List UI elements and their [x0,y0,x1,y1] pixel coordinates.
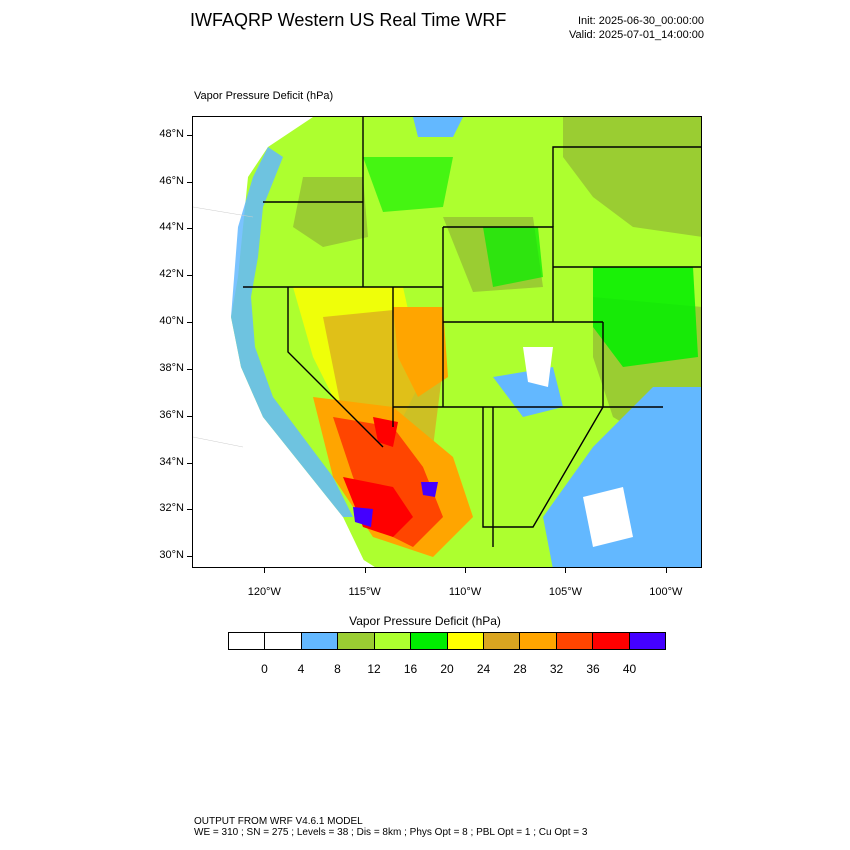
lat-label: 46°N [159,174,184,187]
lat-tick [187,228,192,230]
vpd-map [192,116,702,568]
state-boundaries [243,117,701,547]
lat-label: 30°N [159,549,184,562]
olive-cascades [293,177,368,247]
lat-tick [187,462,192,464]
colorbar-level-label: 24 [476,662,491,676]
lat-label: 48°N [159,127,184,140]
blue-north-patch [413,117,463,137]
lat-tick [187,415,192,417]
graticule [193,206,254,448]
lat-label: 38°N [159,361,184,374]
lon-tick [364,568,366,573]
colorbar-box [520,633,557,649]
valid-time: Valid: 2025-07-01_14:00:00 [569,29,704,41]
white-south-patch [583,487,633,547]
lon-label: 110°W [448,586,482,598]
lat-label: 36°N [159,408,184,421]
colorbar-box [265,633,302,649]
lon-label: 100°W [649,586,683,598]
colorbar-level-label: 12 [367,662,381,676]
blue-texas [543,387,701,567]
colorbar-box [338,633,375,649]
colorbar-labels: 0 4 8 12 16 20 24 28 32 36 40 [228,662,666,678]
colorbar-box [629,633,666,649]
red-lower-colorado [343,477,413,537]
purple-imperial-valley [353,507,373,527]
lon-label: 120°W [247,586,281,598]
orange-utah [393,307,448,397]
lat-tick [187,556,192,558]
lat-label: 44°N [159,221,184,234]
colorbar-box [593,633,630,649]
lon-tick [665,568,667,573]
white-sangre-patch [523,347,553,387]
lon-tick [264,568,266,573]
lat-tick [187,322,192,324]
lon-label: 115°W [348,586,381,598]
run-times: Init: 2025-06-30_00:00:00 Valid: 2025-07… [569,14,704,42]
colorbar-level-label: 0 [261,662,268,676]
lon-tick [565,568,567,573]
green-wyoming [483,227,543,287]
colorbar-level-label: 8 [334,662,341,676]
nm-tx-border [482,406,604,528]
lat-tick [187,275,192,277]
lat-tick [187,509,192,511]
model-version: OUTPUT FROM WRF V4.6.1 MODEL [194,816,363,827]
colorbar-level-label: 16 [403,662,418,676]
lat-label: 40°N [159,315,184,328]
lat-tick [187,134,192,136]
purple-phoenix [421,482,438,497]
lat-tick [187,181,192,183]
colorbar [228,632,666,650]
red-lake-mead [373,417,398,447]
lon-label: 105°W [548,586,583,598]
colorbar-box [411,633,448,649]
model-config: WE = 310 ; SN = 275 ; Levels = 38 ; Dis … [194,827,588,838]
lat-tick [187,368,192,370]
colorbar-title: Vapor Pressure Deficit (hPa) [349,614,501,628]
redorange-mojave [333,417,443,547]
lat-label: 42°N [159,268,184,281]
colorbar-box [556,633,594,649]
colorbar-level-label: 36 [586,662,600,676]
green-montana [363,157,453,212]
plot-title: IWFAQRP Western US Real Time WRF [190,10,507,30]
lat-label: 32°N [159,502,184,515]
map-canvas [193,117,701,567]
lat-label: 34°N [159,455,184,468]
coastal-cool-zone [231,147,353,517]
colorbar-level-label: 32 [549,662,564,676]
colorbar-level-label: 20 [440,662,454,676]
ca-nv-border [287,287,384,448]
lon-tick [465,568,467,573]
dakota-border [552,146,701,227]
green-nebraska-kansas [593,267,698,367]
field-label: Vapor Pressure Deficit (hPa) [194,90,334,102]
pacific-ocean [193,117,368,567]
colorbar-level-label: 4 [297,662,305,676]
colorbar-level-label: 28 [513,662,527,676]
colorbar-box [447,633,484,649]
model-info: OUTPUT FROM WRF V4.6.1 MODEL WE = 310 ; … [194,816,587,838]
init-time: Init: 2025-06-30_00:00:00 [578,15,704,27]
colorbar-level-label: 40 [622,662,637,676]
colorbar-box [229,633,266,649]
colorbar-box [301,633,339,649]
colorbar-box [374,633,412,649]
colorbar-box [483,633,521,649]
